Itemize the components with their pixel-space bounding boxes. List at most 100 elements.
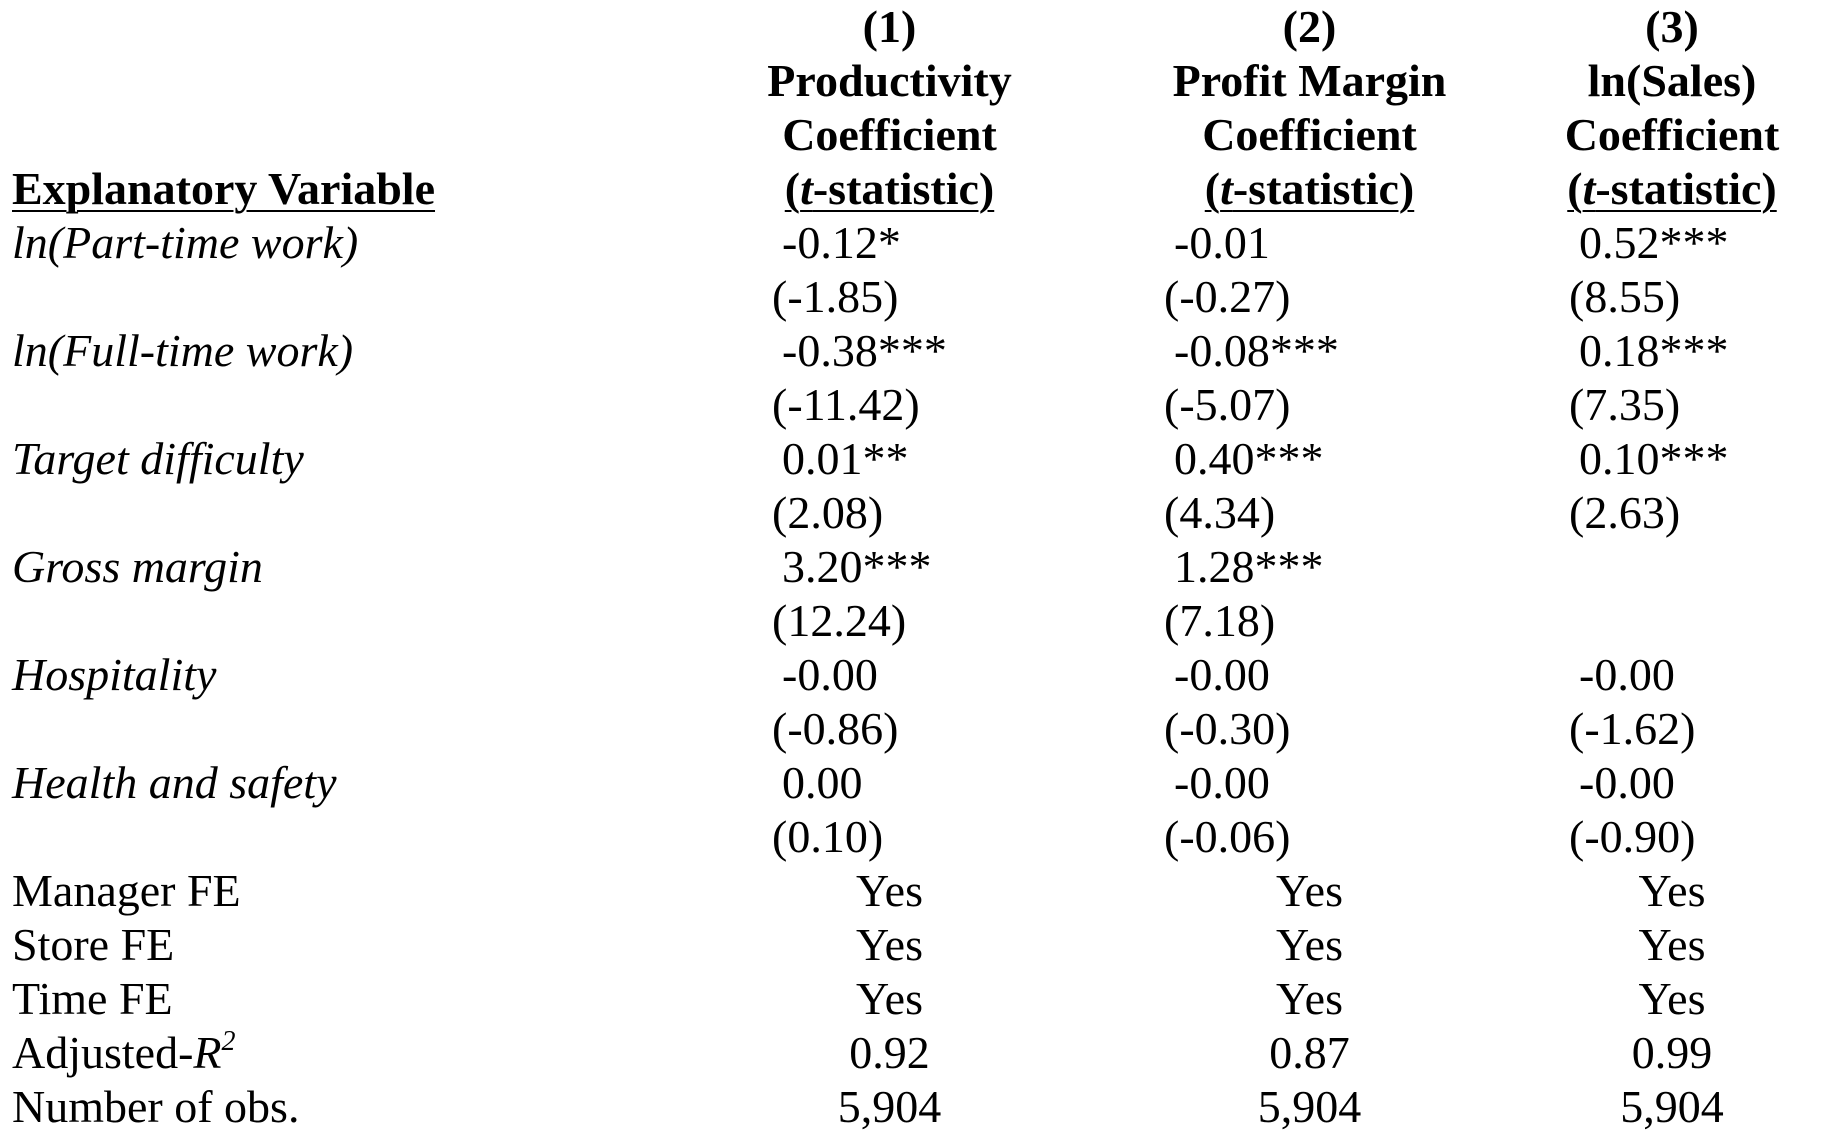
table-row-tstat: (-11.42) (-5.07) (7.35) — [12, 378, 1827, 432]
coefficient-cell: -0.00 — [1579, 757, 1675, 808]
header-label-spacer — [12, 0, 677, 54]
table-row-summary: Adjusted-R2 0.92 0.87 0.99 — [12, 1026, 1827, 1080]
model-1-tstat-header: (t-statistic) — [784, 163, 995, 214]
coefficient-cell: -0.08*** — [1174, 325, 1339, 376]
summary-label: Time FE — [12, 973, 173, 1024]
table-row-summary: Store FE Yes Yes Yes — [12, 918, 1827, 972]
summary-cell: Yes — [1276, 973, 1343, 1024]
table-row-coefficient: Health and safety 0.00 -0.00 -0.00 — [12, 756, 1827, 810]
coefficient-cell: -0.00 — [1174, 757, 1270, 808]
header-row-tstat: Explanatory Variable (t-statistic) (t-st… — [12, 162, 1827, 216]
table-body: ln(Part-time work) -0.12* -0.01 0.52*** (-1.… — [12, 216, 1827, 864]
summary-cell: Yes — [856, 919, 923, 970]
model-2-name: Profit Margin — [1172, 55, 1447, 106]
table-row-coefficient: Target difficulty 0.01** 0.40*** 0.10*** — [12, 432, 1827, 486]
model-3-name: ln(Sales) — [1587, 55, 1757, 106]
table-row-tstat: (0.10) (-0.06) (-0.90) — [12, 810, 1827, 864]
summary-cell: 5,904 — [1257, 1081, 1362, 1132]
table-row-coefficient: ln(Part-time work) -0.12* -0.01 0.52*** — [12, 216, 1827, 270]
variable-label: Gross margin — [12, 541, 263, 592]
table-row-tstat: (-0.86) (-0.30) (-1.62) — [12, 702, 1827, 756]
coefficient-cell: 0.10*** — [1579, 433, 1729, 484]
model-3-coef-header: Coefficient — [1564, 109, 1780, 160]
summary-cell: Yes — [856, 973, 923, 1024]
table-row-tstat: (12.24) (7.18) — [12, 594, 1827, 648]
variable-label: ln(Full-time work) — [12, 325, 354, 376]
tstat-cell: (-0.86) — [772, 703, 899, 754]
table-row-coefficient: Hospitality -0.00 -0.00 -0.00 — [12, 648, 1827, 702]
summary-cell: Yes — [1276, 919, 1343, 970]
summary-label: Adjusted-R2 — [12, 1026, 236, 1078]
header-row-coefficient: Coefficient Coefficient Coefficient — [12, 108, 1827, 162]
coefficient-cell: 0.01** — [782, 433, 909, 484]
variable-label: Hospitality — [12, 649, 217, 700]
tstat-cell: (-0.06) — [1164, 811, 1291, 862]
summary-cell: 0.87 — [1269, 1027, 1350, 1078]
regression-table: (1) (2) (3) Productivity Profit Margin l… — [12, 0, 1827, 1134]
coefficient-cell: -0.00 — [782, 649, 878, 700]
table-footer: Manager FE Yes Yes Yes Store FE Yes Yes Yes Time… — [12, 864, 1827, 1134]
table-row-summary: Number of obs. 5,904 5,904 5,904 — [12, 1080, 1827, 1134]
coefficient-cell: 0.00 — [782, 757, 863, 808]
model-3-number: (3) — [1645, 1, 1699, 52]
table-row-summary: Time FE Yes Yes Yes — [12, 972, 1827, 1026]
tstat-cell: (0.10) — [772, 811, 884, 862]
model-2-coef-header: Coefficient — [1202, 109, 1417, 160]
tstat-cell: (-5.07) — [1164, 379, 1291, 430]
summary-cell: Yes — [1638, 919, 1706, 970]
summary-cell: Yes — [1638, 973, 1706, 1024]
model-1-number: (1) — [862, 1, 917, 52]
header-row-model-number: (1) (2) (3) — [12, 0, 1827, 54]
tstat-cell: (-0.90) — [1569, 811, 1696, 862]
summary-cell: 5,904 — [837, 1081, 942, 1132]
tstat-cell: (-1.85) — [772, 271, 899, 322]
table-row-summary: Manager FE Yes Yes Yes — [12, 864, 1827, 918]
model-3-tstat-header: (t-statistic) — [1567, 163, 1777, 214]
model-1-name: Productivity — [767, 55, 1012, 106]
table-row-tstat: (-1.85) (-0.27) (8.55) — [12, 270, 1827, 324]
explanatory-variable-header: Explanatory Variable — [12, 163, 436, 214]
coefficient-cell: 1.28*** — [1174, 541, 1324, 592]
summary-label: Manager FE — [12, 865, 241, 916]
tstat-cell: (7.35) — [1569, 379, 1681, 430]
tstat-cell: (-0.30) — [1164, 703, 1291, 754]
summary-label: Store FE — [12, 919, 175, 970]
coefficient-cell: -0.00 — [1174, 649, 1270, 700]
tstat-cell: (8.55) — [1569, 271, 1681, 322]
tstat-cell: (7.18) — [1164, 595, 1276, 646]
table-row-coefficient: ln(Full-time work) -0.38*** -0.08*** 0.18**… — [12, 324, 1827, 378]
summary-cell: Yes — [856, 865, 923, 916]
variable-label: Target difficulty — [12, 433, 304, 484]
summary-cell: Yes — [1638, 865, 1706, 916]
table-row-tstat: (2.08) (4.34) (2.63) — [12, 486, 1827, 540]
summary-cell: 0.99 — [1631, 1027, 1713, 1078]
tstat-cell: (2.63) — [1569, 487, 1681, 538]
header-row-model-name: Productivity Profit Margin ln(Sales) — [12, 54, 1827, 108]
model-2-tstat-header: (t-statistic) — [1204, 163, 1415, 214]
table-row-coefficient: Gross margin 3.20*** 1.28*** — [12, 540, 1827, 594]
tstat-cell: (-11.42) — [772, 379, 920, 430]
coefficient-cell: -0.01 — [1174, 217, 1270, 268]
model-1-coef-header: Coefficient — [782, 109, 997, 160]
summary-cell: Yes — [1276, 865, 1343, 916]
coefficient-cell: 0.52*** — [1579, 217, 1729, 268]
tstat-cell: (-0.27) — [1164, 271, 1291, 322]
coefficient-cell: 0.40*** — [1174, 433, 1324, 484]
tstat-cell: (2.08) — [772, 487, 884, 538]
variable-label: ln(Part-time work) — [12, 217, 359, 268]
tstat-cell: (12.24) — [772, 595, 907, 646]
summary-cell: 0.92 — [849, 1027, 930, 1078]
coefficient-cell: -0.00 — [1579, 649, 1675, 700]
coefficient-cell: 3.20*** — [782, 541, 932, 592]
model-2-number: (2) — [1282, 1, 1337, 52]
tstat-cell: (4.34) — [1164, 487, 1276, 538]
table-header: (1) (2) (3) Productivity Profit Margin l… — [12, 0, 1827, 216]
summary-label: Number of obs. — [12, 1081, 300, 1132]
tstat-cell: (-1.62) — [1569, 703, 1696, 754]
summary-cell: 5,904 — [1620, 1081, 1724, 1132]
coefficient-cell: -0.12* — [782, 217, 901, 268]
variable-label: Health and safety — [12, 757, 337, 808]
coefficient-cell: -0.38*** — [782, 325, 947, 376]
coefficient-cell: 0.18*** — [1579, 325, 1729, 376]
